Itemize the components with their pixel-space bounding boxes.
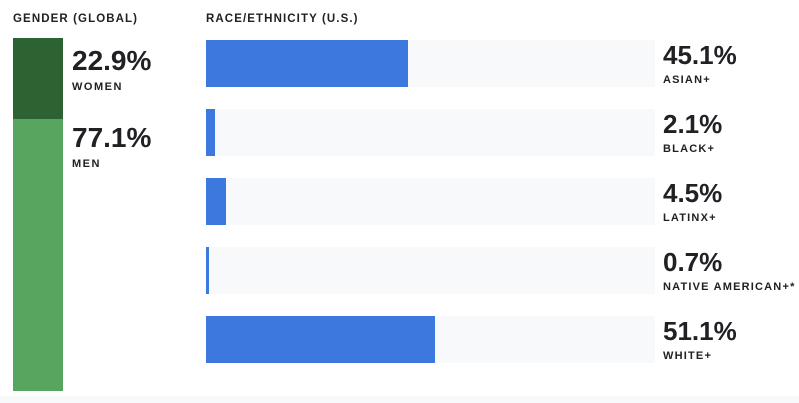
footer-band — [0, 396, 799, 403]
race-value-white: 51.1% — [663, 316, 737, 346]
women-stat-block: 22.9% WOMEN — [72, 45, 152, 94]
race-bar-fill-2 — [206, 178, 227, 225]
race-row-latinx: 4.5% LATINX+ — [206, 178, 722, 225]
race-value-asian: 45.1% — [663, 40, 737, 70]
race-bar-fill-3 — [206, 247, 210, 294]
race-bar-track-2 — [206, 178, 655, 225]
race-section-header: RACE/ETHNICITY (U.S.) — [206, 13, 359, 25]
race-stat-white: 51.1% WHITE+ — [663, 316, 737, 363]
gender-section-header: GENDER (GLOBAL) — [13, 13, 139, 25]
women-label: WOMEN — [72, 81, 123, 94]
race-stat-black: 2.1% BLACK+ — [663, 109, 723, 156]
race-row-asian: 45.1% ASIAN+ — [206, 40, 737, 87]
race-row-white: 51.1% WHITE+ — [206, 316, 737, 363]
race-value-black: 2.1% — [663, 109, 723, 139]
race-row-black: 2.1% BLACK+ — [206, 109, 722, 156]
gender-stacked-bar — [13, 38, 63, 391]
race-stat-native-american: 0.7% NATIVE AMERICAN+* — [663, 247, 796, 294]
race-label-white: WHITE+ — [663, 350, 713, 363]
gender-segment-1 — [13, 118, 63, 391]
race-stat-asian: 45.1% ASIAN+ — [663, 40, 737, 87]
race-stat-latinx: 4.5% LATINX+ — [663, 178, 723, 225]
women-value: 22.9% — [72, 45, 152, 76]
race-bar-track-3 — [206, 247, 655, 294]
men-label: MEN — [72, 158, 101, 171]
race-label-latinx: LATINX+ — [663, 212, 717, 225]
race-label-native-american: NATIVE AMERICAN+* — [663, 281, 796, 294]
race-bars-group: 45.1% ASIAN+ 2.1% BLACK+ 4.5% LATINX+ — [206, 40, 794, 385]
race-value-native-american: 0.7% — [663, 247, 723, 277]
race-value-latinx: 4.5% — [663, 178, 723, 208]
gender-segment-0 — [13, 38, 63, 119]
race-row-native-american: 0.7% NATIVE AMERICAN+* — [206, 247, 794, 294]
race-bar-fill-4 — [206, 316, 436, 363]
race-label-black: BLACK+ — [663, 143, 716, 156]
race-bar-fill-0 — [206, 40, 409, 87]
race-bar-track-1 — [206, 109, 655, 156]
race-bar-fill-1 — [206, 109, 216, 156]
men-stat-block: 77.1% MEN — [72, 122, 152, 171]
men-value: 77.1% — [72, 122, 152, 153]
race-label-asian: ASIAN+ — [663, 74, 711, 87]
